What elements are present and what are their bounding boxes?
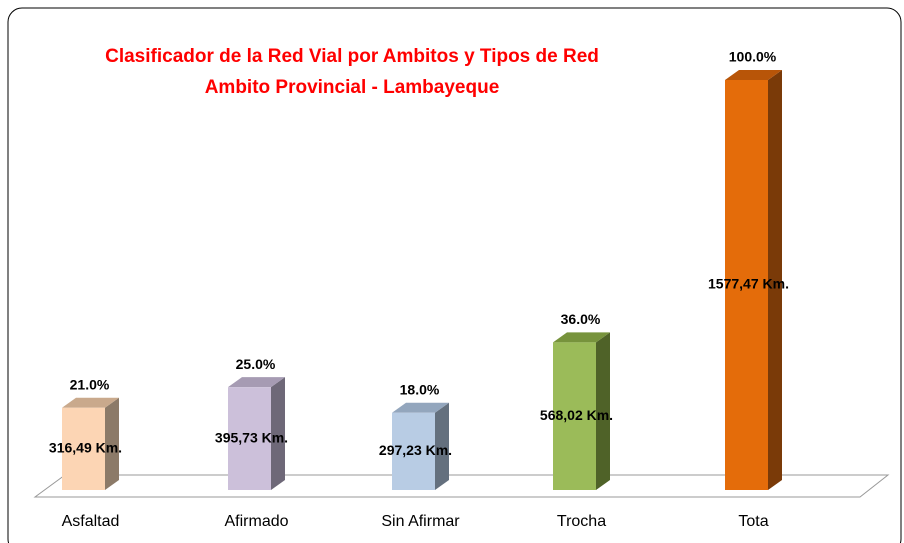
chart-title: Clasificador de la Red Vial por Ambitos … (105, 46, 599, 67)
x-tick-label: Sin Afirmar (381, 513, 460, 530)
bar (553, 332, 610, 490)
value-label: 316,49 Km. (49, 440, 122, 456)
percent-label: 25.0% (236, 356, 276, 372)
x-tick-label: Asfaltad (62, 513, 120, 530)
bar-front (725, 80, 768, 490)
bar-top (725, 70, 782, 80)
x-tick-label: Afirmado (224, 513, 288, 530)
bar-top (553, 332, 610, 343)
value-label: 395,73 Km. (215, 429, 288, 445)
bar-side (105, 397, 119, 490)
bar-top (228, 377, 285, 388)
bar (228, 377, 285, 490)
value-label: 568,02 Km. (540, 407, 613, 423)
bar-side (768, 70, 782, 490)
percent-label: 18.0% (400, 381, 440, 397)
x-tick-label: Tota (738, 513, 768, 530)
value-label: 297,23 Km. (379, 442, 452, 458)
x-tick-label: Trocha (557, 513, 606, 530)
bar (392, 402, 449, 490)
percent-label: 36.0% (561, 311, 601, 327)
bar-side (435, 402, 449, 490)
bar-side (596, 332, 610, 490)
bar (725, 70, 782, 490)
bar-side (271, 377, 285, 490)
bar-front (62, 407, 105, 490)
percent-label: 100.0% (729, 49, 777, 65)
bar-front (553, 342, 596, 490)
bar-front (228, 387, 271, 490)
value-label: 1577,47 Km. (708, 276, 789, 292)
percent-label: 21.0% (70, 376, 110, 392)
bar (62, 397, 119, 490)
bar-top (392, 402, 449, 413)
chart-subtitle: Ambito Provincial - Lambayeque (205, 77, 500, 98)
bar-front (392, 412, 435, 490)
bar-top (62, 397, 119, 408)
